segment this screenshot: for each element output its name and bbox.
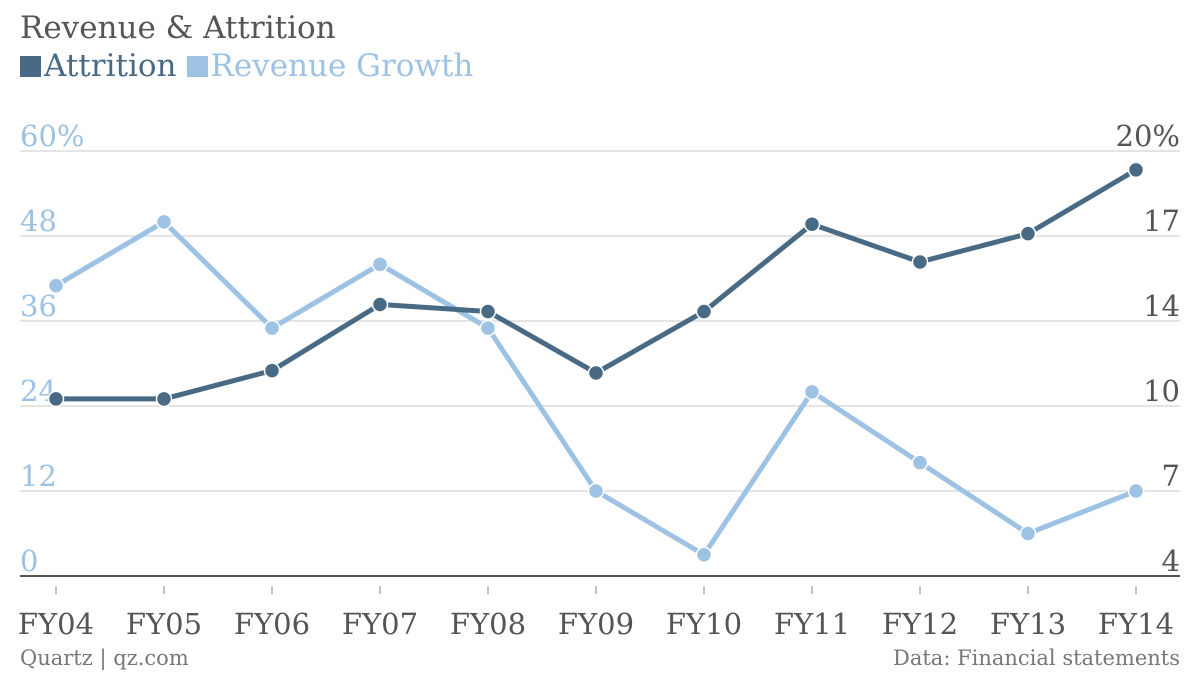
data-point-attrition: [911, 253, 929, 271]
data-point-revenue-growth: [803, 383, 821, 401]
data-point-attrition: [1019, 225, 1037, 242]
data-point-revenue-growth: [1019, 525, 1037, 542]
data-point-attrition: [479, 303, 497, 320]
data-point-revenue-growth: [155, 213, 173, 231]
y-right-tick-label: 7: [1162, 459, 1180, 493]
x-tick-label: FY04: [18, 607, 94, 641]
legend-item-attrition: Attrition: [20, 48, 177, 84]
x-tick-label: FY06: [234, 607, 310, 641]
data-point-revenue-growth: [263, 319, 281, 337]
data-point-attrition: [155, 390, 173, 408]
x-tick-label: FY10: [666, 607, 742, 641]
data-point-revenue-growth: [479, 319, 497, 337]
data-point-revenue-growth: [911, 454, 929, 471]
legend-item-revenue-growth: Revenue Growth: [186, 48, 474, 84]
legend-swatch-revenue-growth: [186, 55, 208, 77]
data-point-attrition: [803, 215, 821, 233]
x-tick-label: FY11: [774, 607, 850, 641]
y-right-tick-label: 20%: [1116, 119, 1180, 153]
y-left-tick-label: 36: [20, 289, 57, 323]
chart-title: Revenue & Attrition: [20, 10, 336, 46]
data-point-attrition: [47, 390, 65, 408]
legend: Attrition Revenue Growth: [20, 48, 483, 84]
x-tick-label: FY05: [126, 607, 202, 641]
y-left-tick-label: 48: [20, 204, 57, 238]
y-left-tick-label: 12: [20, 459, 57, 493]
x-tick-label: FY14: [1098, 607, 1174, 641]
x-tick-label: FY08: [450, 607, 526, 641]
y-right-tick-label: 14: [1143, 289, 1180, 323]
data-point-attrition: [1127, 161, 1145, 179]
data-point-revenue-growth: [695, 546, 713, 563]
data-point-revenue-growth: [371, 256, 389, 273]
legend-label-attrition: Attrition: [44, 48, 177, 84]
y-left-tick-label: 60%: [20, 119, 84, 153]
series-line-revenue-growth: [53, 219, 1139, 558]
x-tick-label: FY12: [882, 607, 958, 641]
data-point-attrition: [695, 303, 713, 320]
x-tick-label: FY13: [990, 607, 1066, 641]
data-source: Data: Financial statements: [893, 646, 1180, 670]
series-line-attrition: [53, 167, 1139, 402]
data-point-attrition: [263, 362, 281, 379]
y-left-tick-label: 0: [20, 544, 38, 578]
data-point-attrition: [371, 296, 389, 313]
y-right-tick-label: 17: [1143, 204, 1180, 238]
x-tick-label: FY07: [342, 607, 418, 641]
source-credit: Quartz | qz.com: [20, 646, 189, 670]
y-right-tick-label: 10: [1143, 374, 1180, 408]
legend-label-revenue-growth: Revenue Growth: [210, 48, 474, 84]
data-point-revenue-growth: [47, 277, 65, 294]
legend-swatch-attrition: [20, 55, 41, 77]
y-right-tick-label: 4: [1162, 544, 1180, 578]
x-tick-label: FY09: [558, 607, 634, 641]
data-point-revenue-growth: [1127, 482, 1145, 500]
data-point-attrition: [587, 364, 605, 382]
data-point-revenue-growth: [587, 482, 605, 500]
